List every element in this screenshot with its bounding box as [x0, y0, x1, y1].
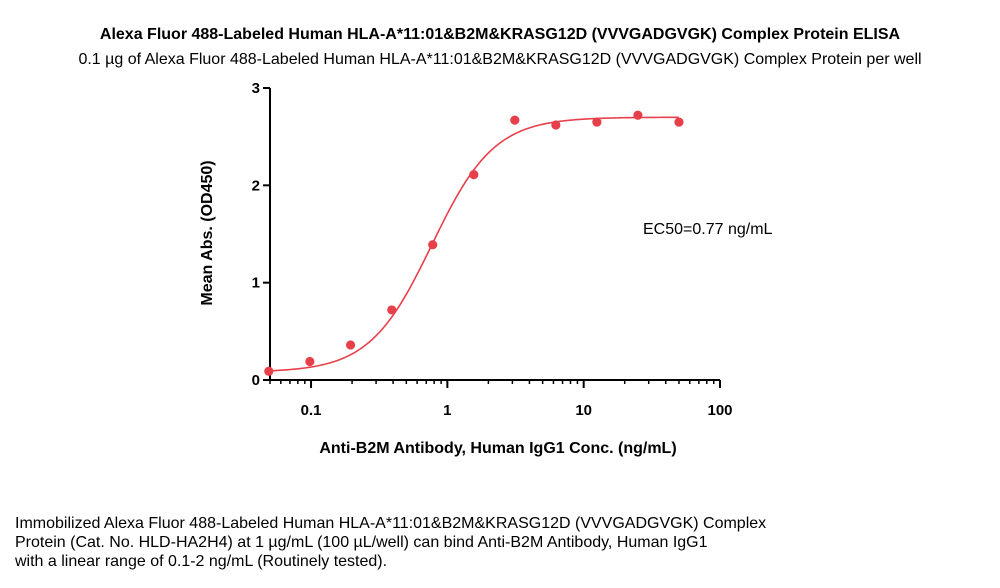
x-tick-label: 1	[443, 402, 451, 419]
x-tick-label: 0.1	[301, 402, 322, 419]
chart-subtitle: 0.1 µg of Alexa Fluor 488-Labeled Human …	[78, 51, 921, 68]
fit-curve	[269, 116, 679, 372]
data-point	[264, 366, 274, 376]
data-point	[592, 117, 602, 127]
data-point	[387, 305, 397, 315]
data-point	[674, 117, 684, 127]
y-tick-label: 1	[252, 275, 260, 292]
y-axis-title: Mean Abs. (OD450)	[199, 160, 216, 305]
y-tick-label: 0	[252, 372, 260, 389]
data-point	[510, 115, 520, 125]
chart-title: Alexa Fluor 488-Labeled Human HLA-A*11:0…	[100, 26, 901, 43]
caption-line: with a linear range of 0.1-2 ng/mL (Rout…	[15, 553, 388, 570]
x-tick-label: 100	[707, 402, 732, 419]
y-tick-label: 2	[252, 177, 260, 194]
data-point	[469, 170, 479, 180]
y-tick-label: 3	[252, 80, 260, 97]
caption-line: Immobilized Alexa Fluor 488-Labeled Huma…	[15, 515, 767, 532]
axes: 0 1 2 3 0.1 1 10 100	[252, 80, 733, 419]
ec50-annotation: EC50=0.77 ng/mL	[643, 221, 773, 238]
caption-line: Protein (Cat. No. HLD-HA2H4) at 1 µg/mL …	[15, 534, 708, 551]
figure-caption: Immobilized Alexa Fluor 488-Labeled Huma…	[15, 514, 975, 571]
points-layer	[264, 110, 684, 376]
data-point	[633, 110, 643, 120]
data-point	[345, 340, 356, 350]
data-point	[305, 356, 315, 367]
x-tick-label: 10	[575, 402, 592, 419]
data-point	[551, 120, 561, 130]
data-point	[428, 240, 438, 250]
fit-curve-layer	[269, 116, 679, 372]
x-axis-title: Anti-B2M Antibody, Human IgG1 Conc. (ng/…	[319, 440, 676, 457]
